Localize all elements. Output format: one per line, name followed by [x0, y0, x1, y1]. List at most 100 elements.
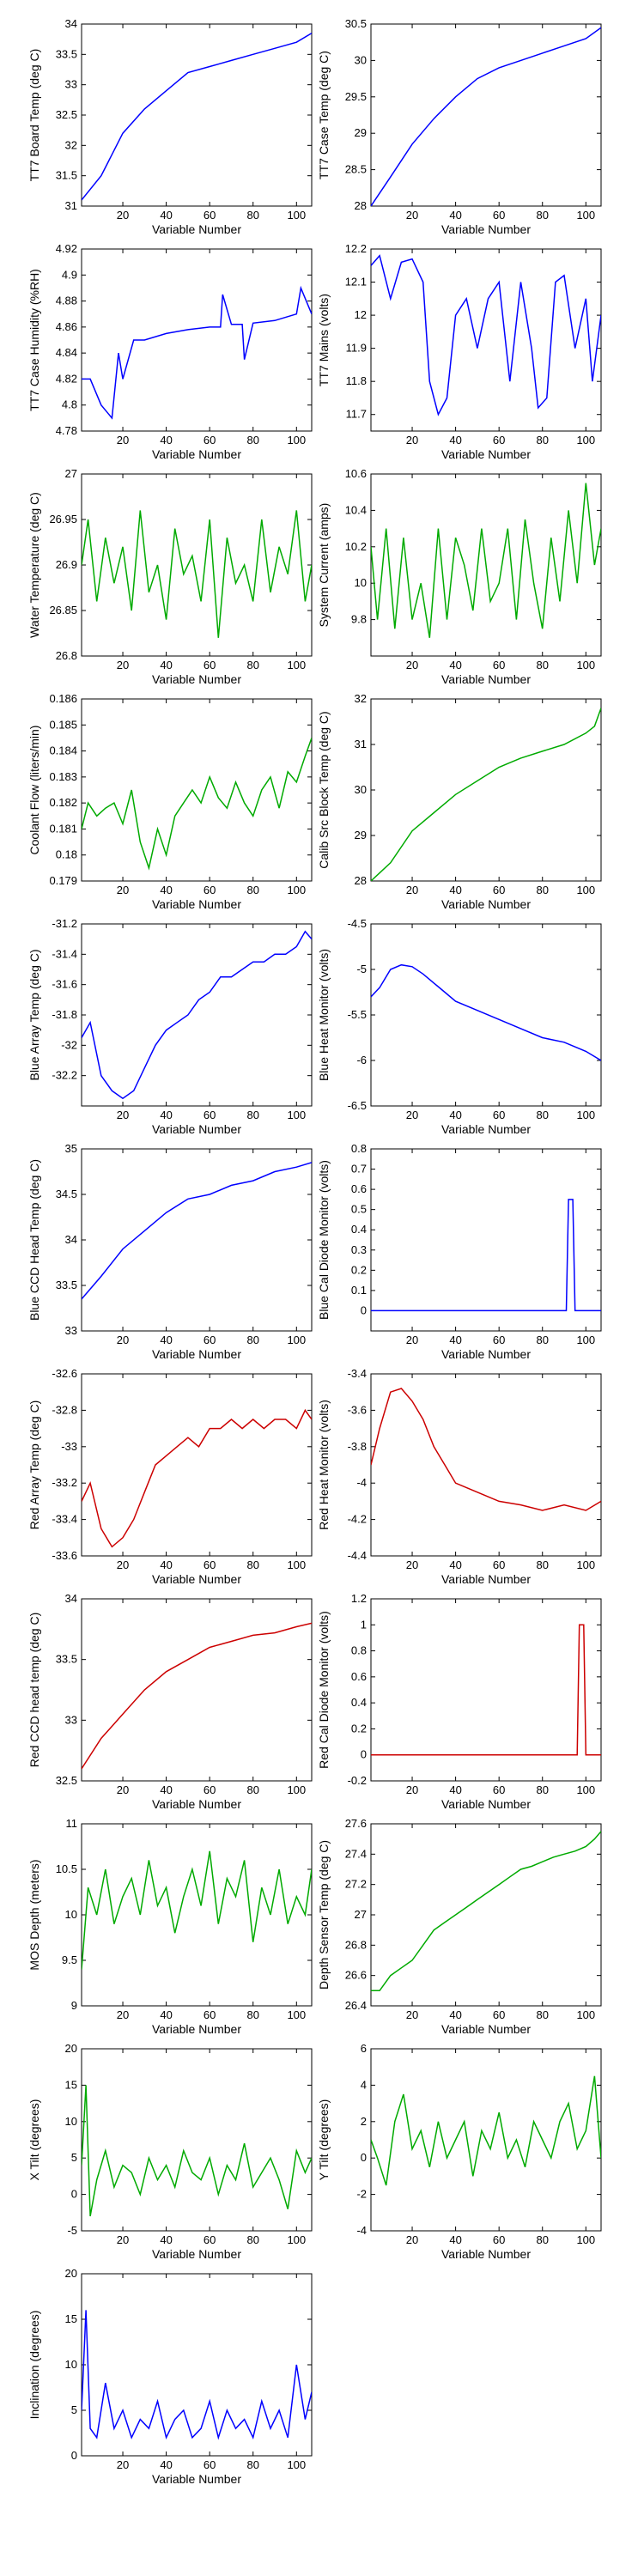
x-tick-label: 80 [247, 209, 259, 222]
y-tick-label: 32.5 [56, 108, 77, 121]
y-tick-label: 0 [361, 1303, 367, 1316]
y-tick-label: 4.9 [62, 268, 77, 281]
y-tick-label: 28 [355, 199, 367, 212]
y-tick-label: 0.179 [49, 874, 77, 887]
x-tick-label: 60 [493, 2233, 505, 2246]
plot-frame [81, 2273, 313, 2457]
x-tick-label: 20 [406, 1783, 418, 1796]
y-tick-label: -6.5 [348, 1099, 367, 1112]
y-tick-label: 0 [361, 1748, 367, 1761]
y-tick-label: 0.186 [49, 692, 77, 705]
y-tick-label: -33.6 [52, 1549, 77, 1562]
x-tick-label: 20 [117, 1109, 129, 1121]
y-tick-label: -4.4 [348, 1549, 367, 1562]
subplot-16: 20 40 60 80 100 -0.2 0 0.2 0.4 0.6 0.8 1 1.2 Variable… [317, 1592, 602, 1811]
series-line [82, 32, 312, 201]
x-tick-label: 80 [537, 884, 549, 896]
plot-frame [81, 473, 313, 657]
plot-frame [81, 1823, 313, 2007]
x-tick-label: 20 [117, 434, 129, 447]
y-axis-label: Coolant Flow (liters/min) [27, 726, 41, 855]
x-tick-label: 20 [117, 2233, 129, 2246]
x-tick-label: 80 [247, 1783, 259, 1796]
subplot-19: 20 40 60 80 100 -5 0 5 10 15 20 Variable Number X Ti… [27, 2042, 313, 2261]
x-axis-label: Variable Number [441, 2022, 531, 2036]
x-tick-label: 60 [204, 659, 216, 671]
subplot-5: 20 40 60 80 100 26.8 26.85 26.9 26.95 27 Variable … [27, 467, 313, 686]
y-tick-label: 26.4 [345, 1999, 367, 2012]
plot-frame [370, 1598, 602, 1782]
x-axis-label: Variable Number [152, 1572, 241, 1586]
plot-frame [370, 1373, 602, 1557]
y-tick-label: 30 [355, 783, 367, 796]
x-tick-label: 80 [247, 1109, 259, 1121]
subplot-6: 20 40 60 80 100 9.8 10 10.2 10.4 10.6 Variable Num… [317, 467, 602, 686]
x-tick-label: 80 [537, 209, 549, 222]
x-tick-label: 40 [160, 1783, 172, 1796]
x-tick-label: 80 [537, 659, 549, 671]
y-tick-label: -32.8 [52, 1403, 77, 1416]
x-tick-label: 60 [493, 1783, 505, 1796]
x-tick-label: 60 [493, 1334, 505, 1346]
y-tick-label: 29.5 [345, 90, 367, 103]
x-tick-label: 80 [537, 1783, 549, 1796]
y-axis-label: Blue Array Temp (deg C) [27, 949, 41, 1080]
series-line [371, 1199, 601, 1312]
x-tick-label: 100 [287, 1334, 306, 1346]
series-line [371, 254, 601, 416]
series-line [82, 1408, 312, 1548]
y-tick-label: 29 [355, 829, 367, 841]
subplot-14: 20 40 60 80 100 -4.4 -4.2 -4 -3.8 -3.6 -3.4 Variabl… [317, 1367, 602, 1586]
x-tick-label: 60 [493, 434, 505, 447]
y-axis-label: TT7 Mains (volts) [317, 294, 331, 386]
x-axis-label: Variable Number [441, 447, 531, 461]
x-tick-label: 100 [287, 1109, 306, 1121]
x-axis-label: Variable Number [152, 672, 241, 686]
x-tick-label: 80 [537, 434, 549, 447]
x-tick-label: 20 [117, 209, 129, 222]
x-tick-label: 100 [576, 1558, 595, 1571]
y-axis-label: Water Temperature (deg C) [27, 492, 41, 638]
x-tick-label: 60 [204, 1558, 216, 1571]
series-line [371, 1831, 601, 1992]
x-tick-label: 100 [576, 2233, 595, 2246]
y-tick-label: 33 [65, 1324, 77, 1337]
plot-frame [81, 23, 313, 207]
x-tick-label: 40 [160, 209, 172, 222]
x-axis-label: Variable Number [441, 1122, 531, 1136]
y-tick-label: -33 [61, 1440, 77, 1453]
y-tick-label: -31.4 [52, 947, 77, 960]
y-tick-label: 4 [361, 2078, 367, 2091]
x-tick-label: 100 [287, 1558, 306, 1571]
y-tick-label: -0.2 [348, 1774, 367, 1787]
x-axis-label: Variable Number [152, 1122, 241, 1136]
y-tick-label: 29 [355, 126, 367, 139]
x-tick-label: 60 [204, 2458, 216, 2471]
x-tick-label: 40 [160, 659, 172, 671]
y-tick-label: 34 [65, 17, 77, 30]
x-tick-label: 40 [449, 2008, 461, 2021]
y-tick-label: 0.18 [56, 848, 77, 861]
x-axis-label: Variable Number [441, 1572, 531, 1586]
x-tick-label: 60 [493, 659, 505, 671]
y-tick-label: 31 [65, 199, 77, 212]
y-tick-label: -4.5 [348, 917, 367, 930]
x-tick-label: 100 [287, 659, 306, 671]
x-tick-label: 80 [537, 1558, 549, 1571]
y-tick-label: 10 [65, 1908, 77, 1921]
y-tick-label: 9 [71, 1999, 77, 2012]
x-tick-label: 60 [204, 209, 216, 222]
x-tick-label: 20 [117, 659, 129, 671]
y-tick-label: 32 [355, 692, 367, 705]
y-tick-label: 0.4 [351, 1223, 367, 1236]
x-tick-label: 60 [204, 1783, 216, 1796]
y-tick-label: 27 [355, 1908, 367, 1921]
plot-frame [81, 248, 313, 432]
series-line [82, 930, 312, 1100]
x-tick-label: 40 [160, 2008, 172, 2021]
y-tick-label: 0.5 [351, 1203, 367, 1216]
series-line [82, 1162, 312, 1300]
x-tick-label: 100 [576, 659, 595, 671]
x-tick-label: 100 [576, 2008, 595, 2021]
